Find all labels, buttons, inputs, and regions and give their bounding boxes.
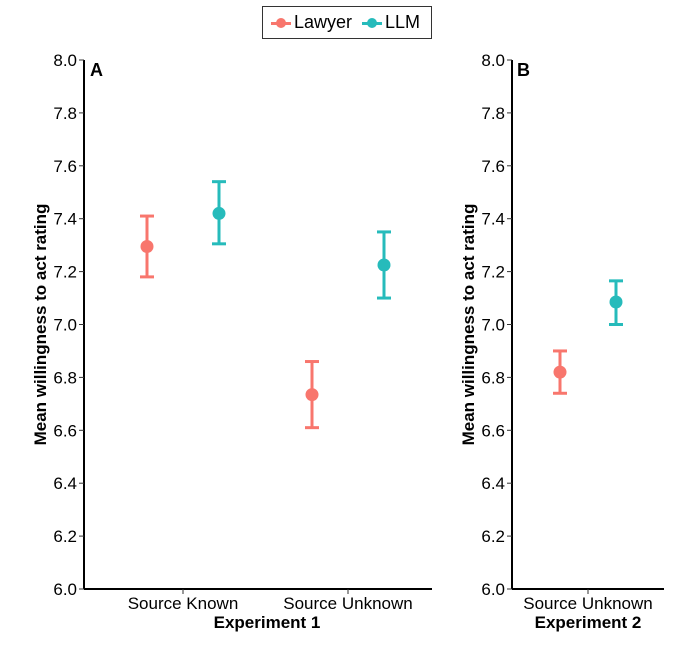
panel-label: B (517, 60, 530, 80)
y-tick-label: 7.8 (53, 104, 77, 123)
legend-dot-llm (367, 17, 378, 28)
y-tick-label: 7.4 (53, 210, 77, 229)
data-point-llm (609, 295, 623, 309)
y-tick-label: 7.2 (481, 263, 505, 282)
legend-label-lawyer: Lawyer (294, 12, 353, 32)
data-point-lawyer (553, 365, 567, 379)
x-tick-label: Source Known (128, 594, 239, 613)
legend-item-llm: LLM (362, 12, 420, 33)
x-axis-title: Experiment 2 (535, 613, 642, 632)
y-tick-label: 6.0 (481, 580, 505, 599)
panel-b: 6.0 6.2 6.4 6.6 6.8 7.0 7.2 7.4 7.6 7.8 8.0 Source … (459, 51, 664, 632)
y-tick-label: 6.4 (481, 474, 505, 493)
legend-dot-lawyer (276, 17, 286, 28)
panel-a: 6.0 6.2 6.4 6.6 6.8 7.0 7.2 7.4 7.6 7.8 8.0 Source … (31, 51, 432, 632)
data-point-lawyer (305, 388, 319, 402)
data-point-llm (212, 206, 226, 220)
y-tick-label: 8.0 (481, 51, 505, 70)
y-tick-label: 6.8 (53, 368, 77, 387)
x-axis-title: Experiment 1 (214, 613, 321, 632)
y-tick-label: 7.6 (481, 157, 505, 176)
y-tick-label: 6.6 (481, 421, 505, 440)
y-axis-title: Mean willingness to act rating (459, 204, 478, 446)
y-tick-label: 6.4 (53, 474, 77, 493)
x-tick-label: Source Unknown (283, 594, 412, 613)
data-point-llm (377, 258, 391, 272)
y-tick-label: 7.4 (481, 210, 505, 229)
legend-item-lawyer: Lawyer (271, 12, 352, 33)
data-point-lawyer (140, 239, 154, 253)
legend-key-lawyer-icon (271, 17, 291, 29)
y-tick-label: 8.0 (53, 51, 77, 70)
y-tick-label: 7.8 (481, 104, 505, 123)
x-tick-label: Source Unknown (523, 594, 652, 613)
y-tick-label: 6.8 (481, 368, 505, 387)
legend-key-llm-icon (362, 17, 383, 29)
legend: Lawyer LLM (262, 6, 432, 39)
y-tick-label: 6.2 (53, 527, 77, 546)
y-tick-label: 6.2 (481, 527, 505, 546)
y-tick-label: 7.2 (53, 263, 77, 282)
y-tick-label: 7.0 (481, 316, 505, 335)
panel-label: A (90, 60, 103, 80)
y-tick-label: 7.0 (53, 316, 77, 335)
y-tick-label: 6.6 (53, 421, 77, 440)
y-tick-label: 6.0 (53, 580, 77, 599)
y-tick-label: 7.6 (53, 157, 77, 176)
legend-label-llm: LLM (385, 12, 421, 32)
y-axis-title: Mean willingness to act rating (31, 204, 50, 446)
